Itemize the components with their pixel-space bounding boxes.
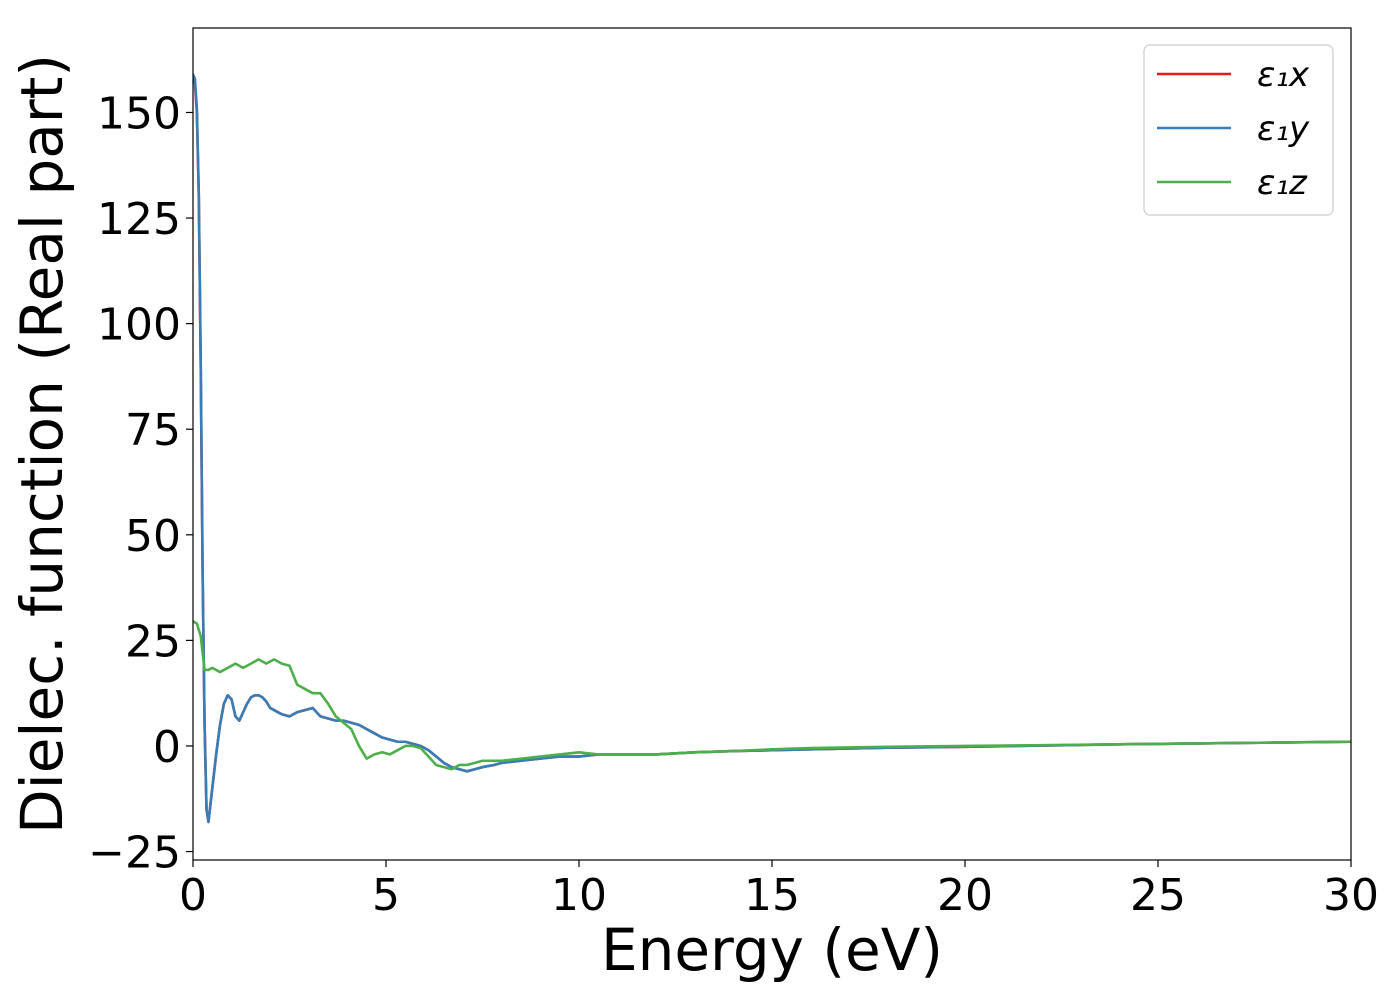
- legend: ε₁x ε₁y ε₁z: [1143, 44, 1334, 216]
- x-axis: 0 5 10 15 20 25 30: [179, 860, 1379, 921]
- y-tick-label: 75: [125, 405, 181, 456]
- x-tick-label: 15: [744, 870, 800, 921]
- x-tick-label: 25: [1130, 870, 1186, 921]
- y-axis: −25 0 25 50 75 100 125 150: [88, 88, 193, 879]
- legend-box: [1143, 44, 1334, 216]
- x-tick-label: 10: [551, 870, 607, 921]
- legend-label-2: ε₁y: [1257, 109, 1310, 149]
- y-tick-label: 100: [97, 300, 181, 351]
- x-tick-label: 20: [937, 870, 993, 921]
- y-tick-label: −25: [88, 828, 181, 879]
- series-layer: [193, 73, 1351, 824]
- x-tick-label: 0: [179, 870, 207, 921]
- x-tick-label: 30: [1323, 870, 1379, 921]
- x-axis-title: Energy (eV): [601, 916, 943, 984]
- series-line-3: [193, 620, 1351, 771]
- x-tick-label: 5: [372, 870, 400, 921]
- y-tick-label: 125: [97, 194, 181, 245]
- y-tick-label: 0: [153, 722, 181, 773]
- y-tick-label: 25: [125, 616, 181, 667]
- legend-label-3: ε₁z: [1257, 163, 1308, 203]
- y-axis-title: Dielec. function (Real part): [8, 54, 76, 834]
- legend-label-1: ε₁x: [1257, 55, 1310, 95]
- y-tick-label: 50: [125, 511, 181, 562]
- y-tick-label: 150: [97, 88, 181, 139]
